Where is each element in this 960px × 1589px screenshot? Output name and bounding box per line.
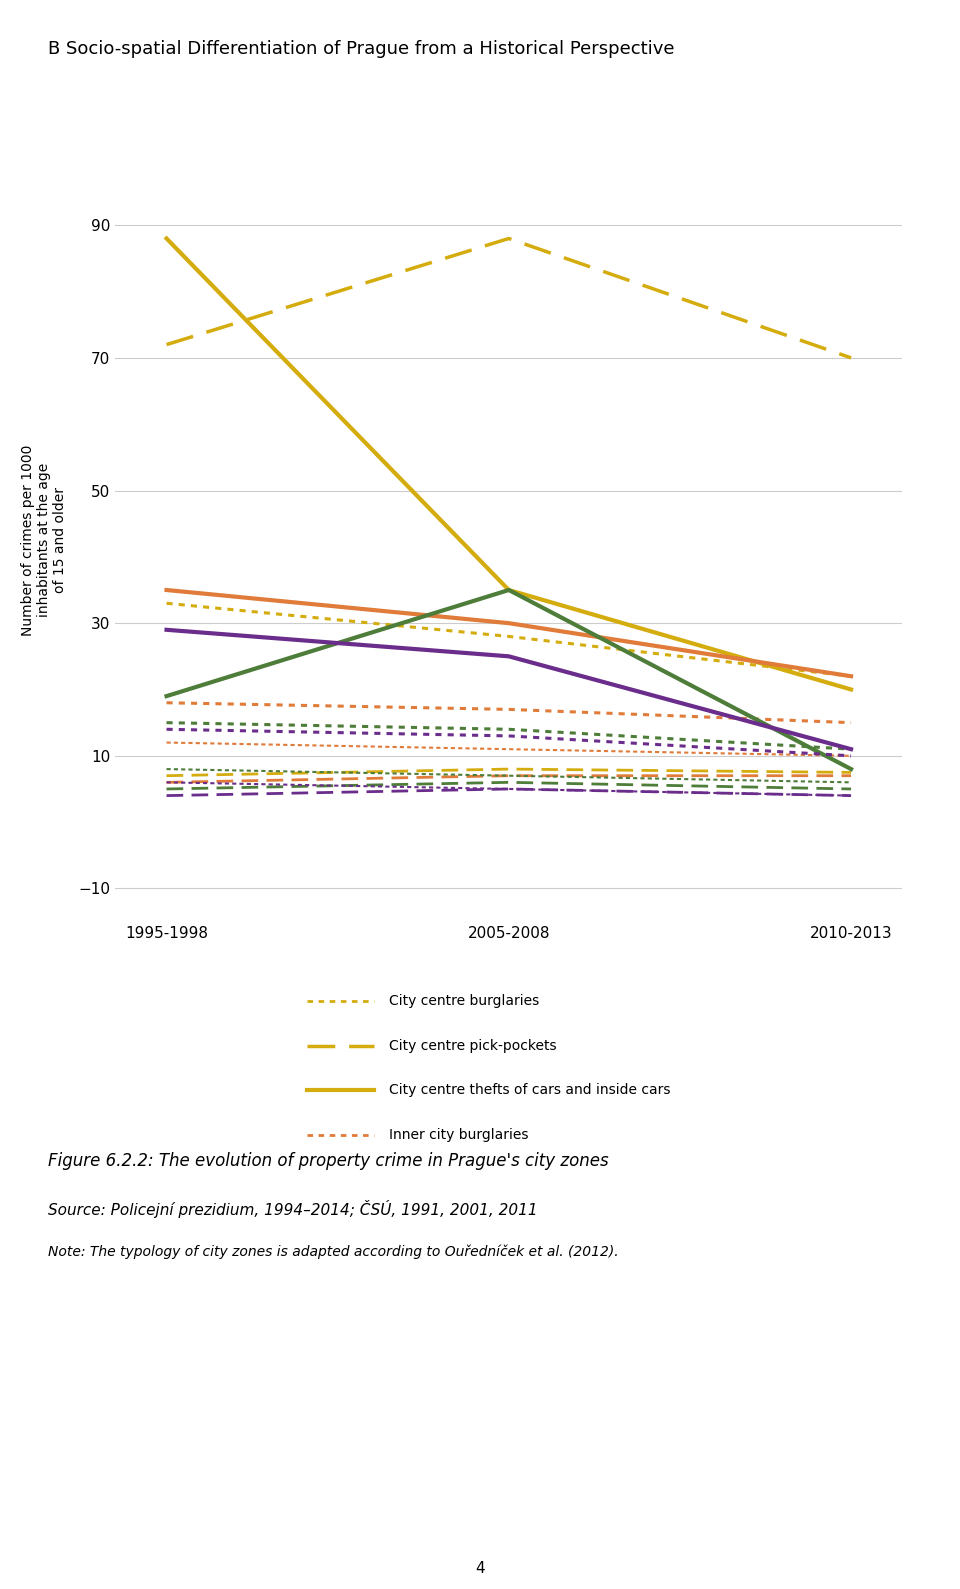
Text: City centre pick-pockets: City centre pick-pockets	[389, 1039, 557, 1052]
Y-axis label: Number of crimes per 1000
inhabitants at the age
of 15 and older: Number of crimes per 1000 inhabitants at…	[21, 445, 67, 636]
Text: Note: The typology of city zones is adapted according to Ouředníček et al. (2012: Note: The typology of city zones is adap…	[48, 1244, 618, 1258]
Text: Source: Policejní prezidium, 1994–2014; ČSÚ, 1991, 2001, 2011: Source: Policejní prezidium, 1994–2014; …	[48, 1200, 538, 1217]
Text: 4: 4	[475, 1560, 485, 1576]
Text: Figure 6.2.2: The evolution of property crime in Prague's city zones: Figure 6.2.2: The evolution of property …	[48, 1152, 609, 1170]
Text: Inner city burglaries: Inner city burglaries	[389, 1128, 528, 1141]
Text: City centre thefts of cars and inside cars: City centre thefts of cars and inside ca…	[389, 1084, 670, 1096]
Text: City centre burglaries: City centre burglaries	[389, 995, 540, 1007]
Text: B Socio-spatial Differentiation of Prague from a Historical Perspective: B Socio-spatial Differentiation of Pragu…	[48, 40, 675, 57]
